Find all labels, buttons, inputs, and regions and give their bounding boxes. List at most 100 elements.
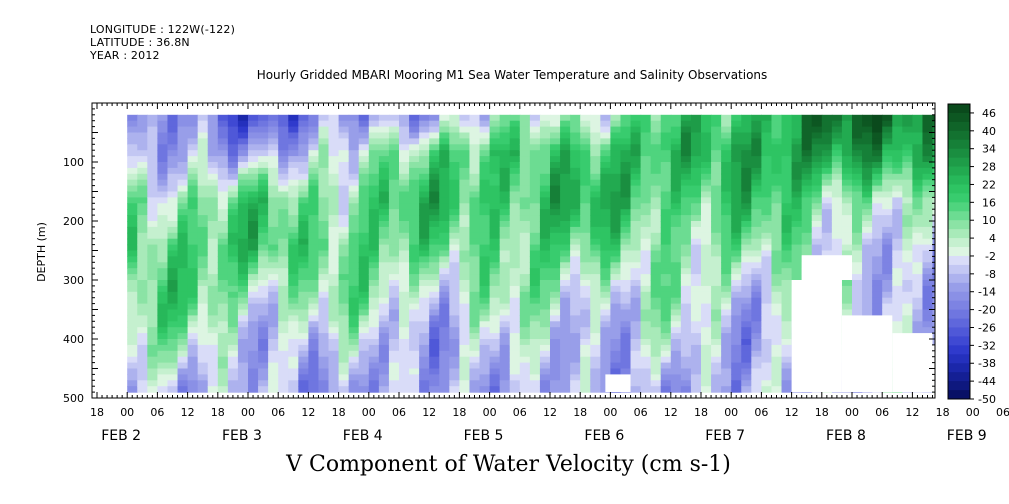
heatmap-cell (439, 315, 450, 322)
heatmap-cell (409, 315, 420, 322)
heatmap-cell (378, 114, 390, 122)
heatmap-cell (711, 356, 722, 364)
heatmap-cell (328, 179, 340, 187)
heatmap-cell (781, 291, 793, 299)
heatmap-cell (751, 114, 762, 122)
heatmap-cell (278, 262, 289, 269)
heatmap-cell (358, 327, 370, 334)
heatmap-cell (419, 156, 430, 163)
heatmap-cell (328, 215, 340, 222)
heatmap-cell (348, 238, 360, 246)
heatmap-cell (620, 350, 632, 358)
heatmap-cell (217, 209, 229, 216)
heatmap-cell (278, 280, 289, 287)
heatmap-cell (550, 191, 561, 198)
heatmap-cell (519, 297, 531, 305)
heatmap-cell (771, 179, 783, 187)
heatmap-cell (660, 167, 672, 175)
heatmap-cell (600, 344, 611, 352)
heatmap-cell (580, 162, 591, 169)
heatmap-cell (519, 380, 531, 387)
heatmap-cell (177, 356, 189, 364)
heatmap-cell (610, 238, 622, 246)
heatmap-cell (550, 156, 561, 163)
heatmap-cell (378, 285, 390, 293)
heatmap-cell (439, 138, 450, 145)
heatmap-cell (378, 138, 390, 145)
heatmap-cell (177, 344, 189, 352)
heatmap-cell (701, 309, 712, 316)
heatmap-cell (328, 280, 340, 287)
heatmap-cell (237, 132, 249, 139)
heatmap-cell (721, 138, 732, 145)
heatmap-cell (660, 132, 672, 139)
heatmap-cell (489, 350, 501, 358)
heatmap-cell (419, 368, 430, 375)
heatmap-cell (348, 114, 360, 122)
heatmap-cell (298, 356, 309, 364)
heatmap-cell (550, 250, 561, 257)
heatmap-cell (358, 303, 370, 311)
heatmap-cell (902, 226, 913, 234)
heatmap-cell (600, 138, 611, 145)
heatmap-cell (157, 238, 169, 246)
heatmap-cell (399, 209, 410, 216)
heatmap-cell (620, 297, 632, 305)
heatmap-cell (157, 350, 169, 358)
heatmap-cell (912, 126, 924, 134)
heatmap-cell (922, 297, 934, 305)
heatmap-cell (449, 309, 460, 316)
heatmap-cell (177, 285, 189, 293)
heatmap-cell (590, 262, 601, 269)
heatmap-cell (580, 179, 591, 187)
heatmap-cell (529, 303, 541, 311)
heatmap-cell (791, 215, 803, 222)
heatmap-cell (489, 191, 501, 198)
heatmap-cell (509, 197, 521, 204)
heatmap-cell (912, 274, 924, 281)
heatmap-cell (570, 232, 581, 240)
heatmap-cell (771, 374, 783, 381)
heatmap-cell (701, 244, 712, 252)
heatmap-cell (620, 238, 632, 246)
heatmap-cell (791, 250, 803, 257)
heatmap-cell (650, 203, 662, 210)
heatmap-cell (509, 315, 521, 322)
heatmap-cell (509, 291, 521, 299)
heatmap-cell (237, 350, 249, 358)
heatmap-cell (872, 297, 883, 305)
heatmap-cell (298, 327, 309, 334)
heatmap-cell (610, 191, 622, 198)
heatmap-cell (862, 138, 873, 145)
heatmap-cell (439, 191, 450, 198)
heatmap-cell (449, 162, 460, 169)
heatmap-cell (298, 386, 309, 393)
heatmap-cell (157, 244, 169, 252)
heatmap-cell (328, 126, 340, 134)
heatmap-cell (701, 209, 712, 216)
heatmap-cell (258, 238, 269, 246)
heatmap-cell (580, 356, 591, 364)
heatmap-cell (499, 368, 511, 375)
heatmap-cell (751, 132, 762, 139)
heatmap-cell (560, 333, 571, 340)
heatmap-cell (187, 333, 199, 340)
heatmap-cell (570, 167, 581, 175)
heatmap-cell (1003, 251, 1009, 258)
heatmap-cell (690, 333, 702, 340)
heatmap-cell (207, 374, 219, 381)
heatmap-cell (167, 209, 179, 216)
heatmap-cell (831, 221, 843, 228)
heatmap-cell (650, 315, 662, 322)
heatmap-cell (187, 285, 199, 293)
heatmap-cell (580, 203, 591, 210)
heatmap-cell (529, 209, 541, 216)
heatmap-cell (308, 185, 320, 193)
heatmap-cell (268, 374, 279, 381)
heatmap-cell (711, 238, 722, 246)
heatmap-cell (157, 309, 169, 316)
heatmap-cell (207, 179, 219, 187)
heatmap-cell (147, 132, 158, 139)
heatmap-cell (680, 274, 692, 281)
heatmap-cell (237, 162, 249, 169)
